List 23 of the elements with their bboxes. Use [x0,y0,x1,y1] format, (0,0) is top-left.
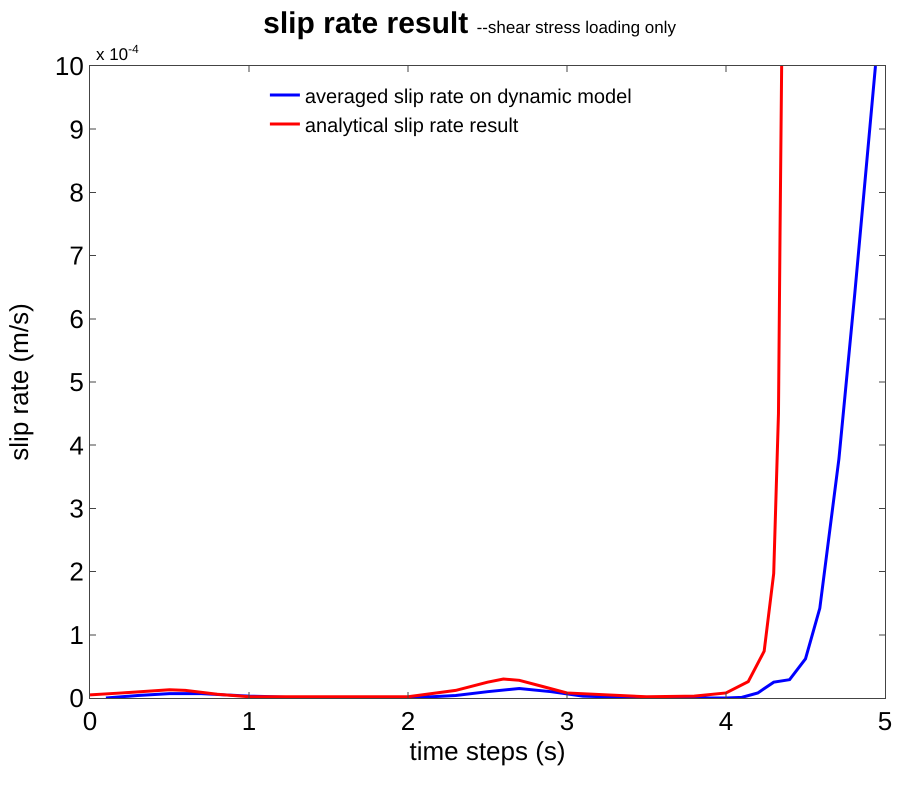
y-tick-label: 6 [69,304,84,334]
y-tick-label: 0 [69,683,84,714]
y-tick-label: 10 [54,51,84,82]
x-tick-label: 1 [242,706,256,736]
y-tick-label: 3 [69,494,84,524]
y-tick-label: 2 [69,556,84,587]
legend-label: averaged slip rate on dynamic model [304,86,632,108]
y-tick-label: 5 [69,367,84,398]
x-axis-title: time steps (s) [409,736,566,766]
chart-title: slip rate result [263,6,468,40]
x-tick-label: 2 [400,706,416,736]
text: x 10$^{-4}$ [96,42,140,64]
y-tick-label: 1 [69,620,84,650]
x-tick-label: 3 [560,706,574,736]
y-tick-label: 7 [69,240,84,271]
legend-label: analytical slip rate result [304,114,519,137]
y-tick-label: 9 [69,114,84,144]
chart-subtitle: --shear stress loading only [476,18,676,37]
y-tick-label: 8 [69,178,84,208]
x-tick-label: 5 [878,706,892,736]
y-tick-label: 4 [69,430,84,460]
x-tick-label: 4 [718,706,734,736]
y-axis-title: slip rate (m/s) [4,303,34,461]
